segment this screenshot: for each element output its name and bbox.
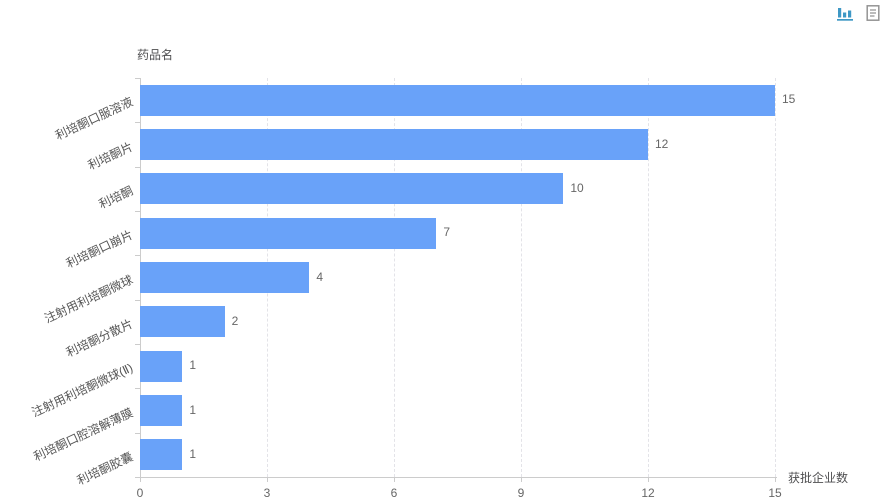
- y-axis-tick: [135, 344, 140, 345]
- bar-value-label: 15: [782, 92, 796, 107]
- x-tick-label: 0: [136, 486, 144, 500]
- x-axis-line: [140, 477, 777, 478]
- bar[interactable]: [140, 84, 775, 116]
- x-tick-label: 12: [641, 486, 655, 500]
- toolbox: [836, 4, 882, 22]
- data-view-icon[interactable]: [864, 4, 882, 22]
- x-tick-label: 6: [390, 486, 398, 500]
- y-axis-tick: [135, 477, 140, 478]
- bar[interactable]: [140, 439, 183, 471]
- category-label: 利培酮: [96, 183, 136, 212]
- bar-value-label: 1: [189, 402, 197, 417]
- x-axis-tick: [521, 477, 522, 482]
- gridline: [775, 78, 776, 477]
- bar[interactable]: [140, 350, 183, 382]
- bar[interactable]: [140, 217, 437, 249]
- y-axis-tick: [135, 122, 140, 124]
- gridline: [521, 78, 522, 477]
- bar-value-label: 2: [231, 313, 239, 328]
- bar[interactable]: [140, 395, 183, 426]
- y-axis-name: 药品名: [137, 48, 174, 62]
- y-axis-tick: [135, 255, 140, 257]
- category-label: 利培酮分散片: [63, 316, 136, 360]
- x-axis-name: 获批企业数: [788, 471, 849, 485]
- x-tick-label: 15: [768, 486, 782, 500]
- category-label: 利培酮口崩片: [63, 227, 136, 271]
- x-axis-tick: [648, 477, 649, 482]
- bar-value-label: 1: [189, 446, 197, 461]
- category-label: 利培酮片: [85, 139, 136, 173]
- bar-value-label: 4: [316, 269, 324, 284]
- x-tick-label: 9: [517, 486, 525, 500]
- gridline: [394, 78, 395, 477]
- bar[interactable]: [140, 173, 564, 205]
- bar[interactable]: [140, 129, 648, 160]
- bar[interactable]: [140, 262, 310, 293]
- x-axis-tick: [394, 477, 395, 482]
- bar-chart-icon[interactable]: [836, 4, 854, 22]
- bar-value-label: 10: [570, 180, 584, 195]
- y-axis-tick: [135, 211, 140, 212]
- x-axis-tick: [775, 477, 776, 482]
- y-axis-tick: [135, 78, 140, 79]
- category-label: 利培酮口服溶液: [53, 94, 136, 143]
- bar-value-label: 7: [443, 225, 451, 240]
- category-label: 利培酮胶囊: [74, 449, 136, 488]
- bar-value-label: 12: [655, 136, 669, 151]
- x-tick-label: 3: [263, 486, 271, 500]
- y-axis-tick: [135, 432, 140, 434]
- y-axis-tick: [135, 388, 140, 390]
- gridline: [648, 78, 649, 477]
- x-axis-tick: [140, 477, 141, 482]
- bar[interactable]: [140, 306, 225, 338]
- y-axis-tick: [135, 166, 140, 168]
- x-axis-tick: [267, 477, 268, 482]
- y-axis-tick: [135, 299, 140, 301]
- bar-value-label: 1: [189, 358, 197, 373]
